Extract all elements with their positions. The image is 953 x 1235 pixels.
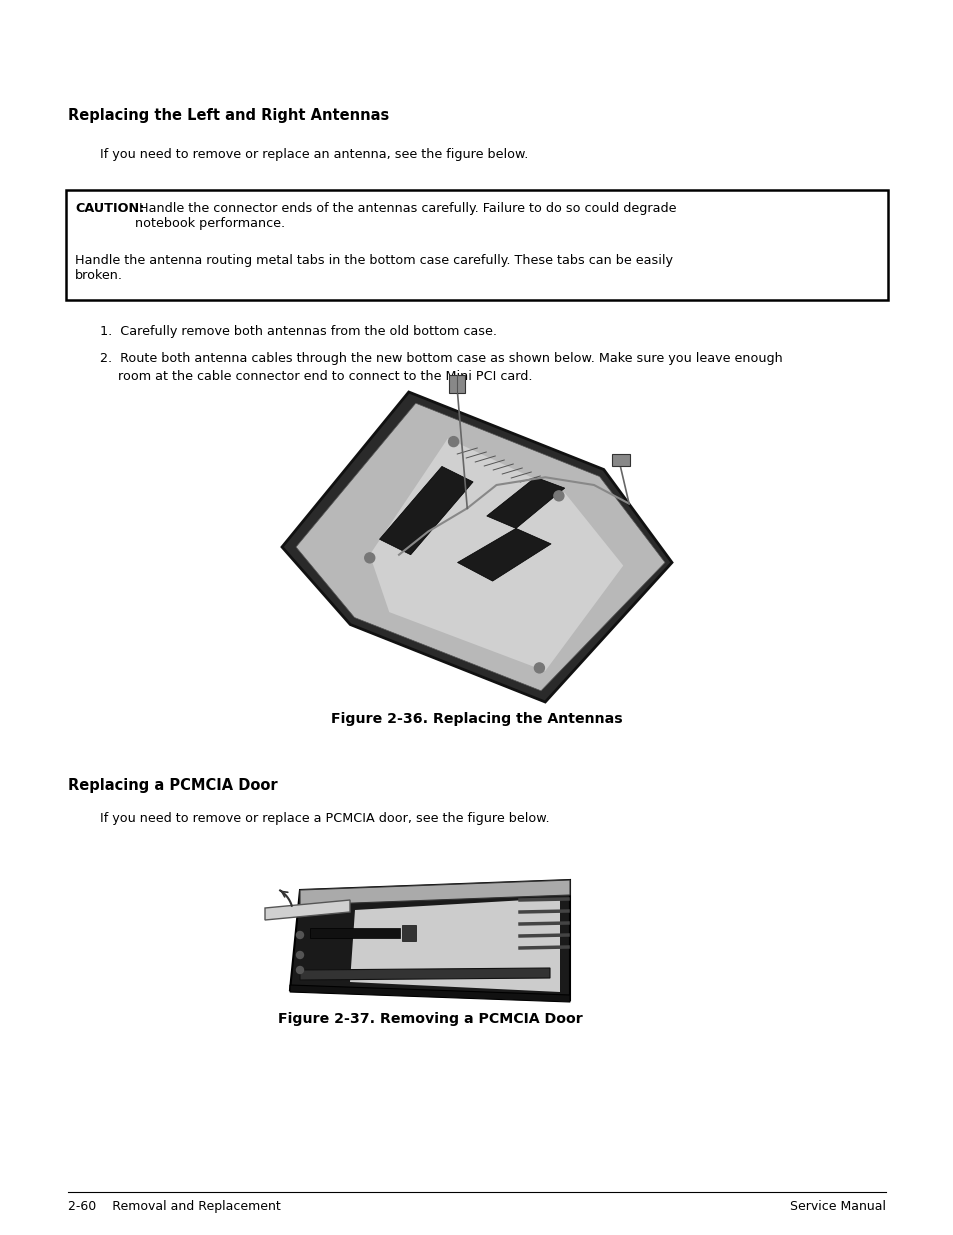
- Text: Figure 2-36. Replacing the Antennas: Figure 2-36. Replacing the Antennas: [331, 713, 622, 726]
- Circle shape: [296, 931, 303, 939]
- FancyBboxPatch shape: [449, 374, 465, 393]
- Circle shape: [364, 553, 375, 563]
- FancyBboxPatch shape: [66, 190, 887, 300]
- Text: Service Manual: Service Manual: [789, 1200, 885, 1213]
- Polygon shape: [299, 881, 569, 905]
- Polygon shape: [457, 529, 551, 582]
- Polygon shape: [379, 467, 473, 555]
- Polygon shape: [282, 391, 671, 701]
- Circle shape: [448, 437, 458, 447]
- Text: Replacing a PCMCIA Door: Replacing a PCMCIA Door: [68, 778, 277, 793]
- Text: Figure 2-37. Removing a PCMCIA Door: Figure 2-37. Removing a PCMCIA Door: [277, 1011, 581, 1026]
- Circle shape: [534, 663, 544, 673]
- Text: Handle the connector ends of the antennas carefully. Failure to do so could degr: Handle the connector ends of the antenna…: [135, 203, 676, 230]
- FancyBboxPatch shape: [612, 454, 630, 467]
- Text: Replacing the Left and Right Antennas: Replacing the Left and Right Antennas: [68, 107, 389, 124]
- Text: 1.  Carefully remove both antennas from the old bottom case.: 1. Carefully remove both antennas from t…: [100, 325, 497, 338]
- Polygon shape: [486, 477, 564, 529]
- FancyBboxPatch shape: [401, 925, 416, 941]
- Text: If you need to remove or replace an antenna, see the figure below.: If you need to remove or replace an ante…: [100, 148, 528, 161]
- Text: 2.  Route both antenna cables through the new bottom case as shown below. Make s: 2. Route both antenna cables through the…: [100, 352, 781, 366]
- Text: Handle the antenna routing metal tabs in the bottom case carefully. These tabs c: Handle the antenna routing metal tabs in…: [75, 254, 672, 282]
- FancyBboxPatch shape: [310, 927, 399, 939]
- Polygon shape: [295, 403, 664, 690]
- Polygon shape: [265, 900, 350, 920]
- Polygon shape: [290, 986, 569, 1002]
- Text: room at the cable connector end to connect to the Mini PCI card.: room at the cable connector end to conne…: [118, 370, 532, 383]
- Text: If you need to remove or replace a PCMCIA door, see the figure below.: If you need to remove or replace a PCMCI…: [100, 811, 549, 825]
- Polygon shape: [299, 968, 550, 981]
- Circle shape: [554, 490, 563, 501]
- Text: CAUTION:: CAUTION:: [75, 203, 144, 215]
- Circle shape: [296, 951, 303, 958]
- Polygon shape: [370, 438, 622, 671]
- Text: 2-60    Removal and Replacement: 2-60 Removal and Replacement: [68, 1200, 280, 1213]
- Polygon shape: [350, 898, 559, 992]
- Circle shape: [296, 967, 303, 973]
- Polygon shape: [290, 881, 569, 1000]
